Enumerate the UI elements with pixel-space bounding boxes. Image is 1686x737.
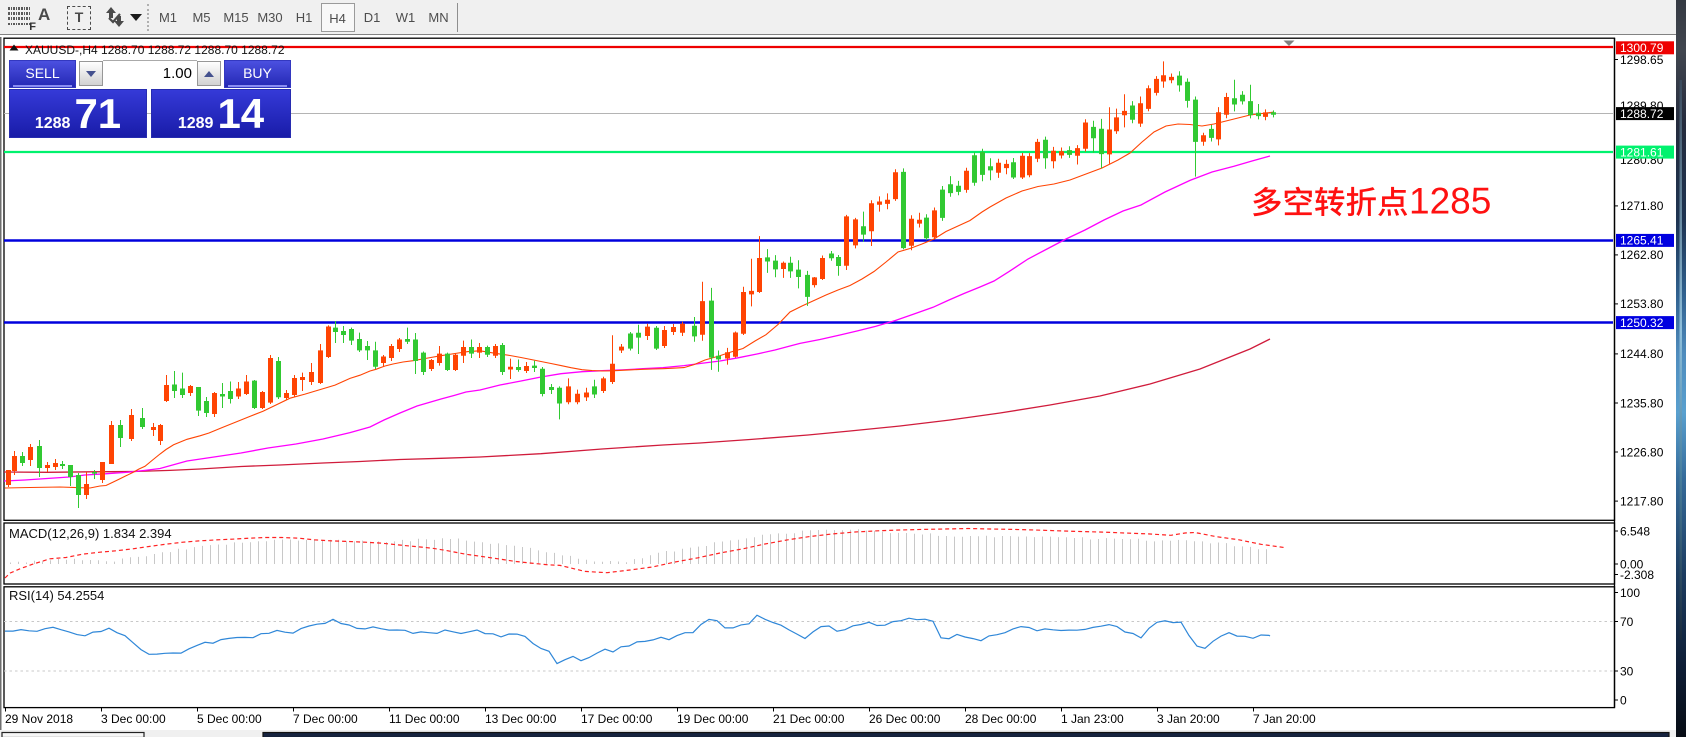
svg-text:100: 100 [1620,586,1640,600]
svg-text:7 Jan 20:00: 7 Jan 20:00 [1253,712,1316,726]
svg-text:1244.80: 1244.80 [1620,347,1664,361]
svg-text:-2.308: -2.308 [1620,568,1654,582]
svg-text:1271.80: 1271.80 [1620,199,1664,213]
svg-text:1253.80: 1253.80 [1620,297,1664,311]
svg-text:1217.80: 1217.80 [1620,494,1664,508]
svg-text:11 Dec 00:00: 11 Dec 00:00 [389,712,460,726]
svg-text:1250.32: 1250.32 [1620,316,1664,330]
svg-text:19 Dec 00:00: 19 Dec 00:00 [677,712,749,726]
svg-text:17 Dec 00:00: 17 Dec 00:00 [581,712,653,726]
svg-text:1288.72: 1288.72 [1620,107,1664,121]
svg-text:21 Dec 00:00: 21 Dec 00:00 [773,712,845,726]
svg-text:3 Jan 20:00: 3 Jan 20:00 [1157,712,1220,726]
svg-text:13 Dec 00:00: 13 Dec 00:00 [485,712,557,726]
svg-text:1265.41: 1265.41 [1620,234,1664,248]
svg-text:1300.79: 1300.79 [1620,41,1664,55]
svg-text:MACD(12,26,9) 1.834 2.394: MACD(12,26,9) 1.834 2.394 [9,526,172,541]
svg-text:0: 0 [1620,693,1627,707]
svg-text:1262.80: 1262.80 [1620,248,1664,262]
svg-text:1226.80: 1226.80 [1620,445,1664,459]
svg-text:1285: 1285 [1409,181,1491,222]
svg-text:XAUUSD-,H4 1288.70 1288.72 12: XAUUSD-,H4 1288.70 1288.72 1288.70 1288.… [25,43,285,57]
svg-text:1235.80: 1235.80 [1620,396,1664,410]
svg-text:3 Dec 00:00: 3 Dec 00:00 [101,712,166,726]
svg-text:70: 70 [1620,615,1634,629]
svg-text:1 Jan 23:00: 1 Jan 23:00 [1061,712,1124,726]
svg-text:5 Dec 00:00: 5 Dec 00:00 [197,712,262,726]
svg-text:1281.61: 1281.61 [1620,145,1664,159]
svg-text:RSI(14) 54.2554: RSI(14) 54.2554 [9,588,104,603]
svg-text:30: 30 [1620,664,1634,678]
svg-text:6.548: 6.548 [1620,524,1650,538]
svg-text:1298.65: 1298.65 [1620,53,1664,67]
svg-text:7 Dec 00:00: 7 Dec 00:00 [293,712,358,726]
svg-text:0.00: 0.00 [1620,557,1644,571]
svg-text:29 Nov 2018: 29 Nov 2018 [5,712,73,726]
svg-text:28 Dec 00:00: 28 Dec 00:00 [965,712,1037,726]
svg-text:26 Dec 00:00: 26 Dec 00:00 [869,712,941,726]
